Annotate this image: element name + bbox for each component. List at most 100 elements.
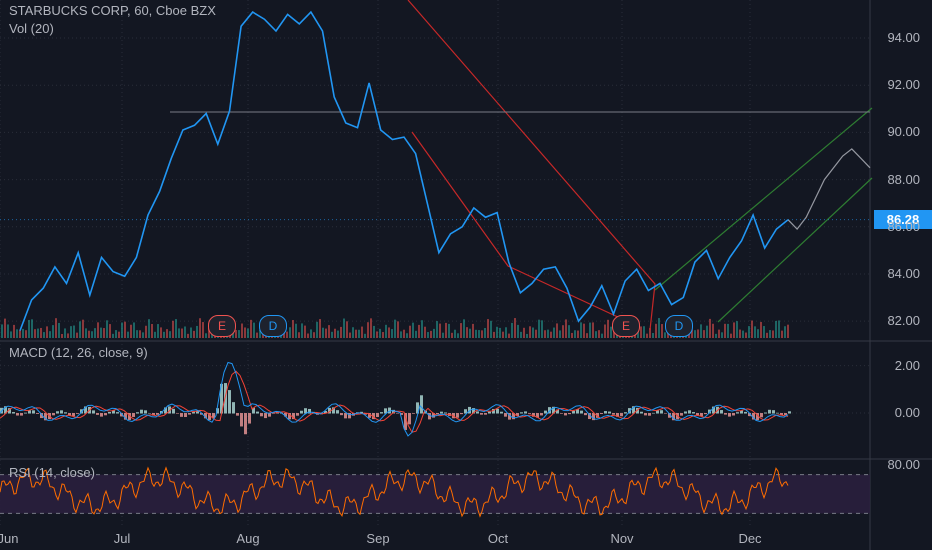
- volume-bar: [133, 322, 135, 338]
- macd-histogram-bar: [548, 407, 551, 414]
- volume-bar: [52, 325, 54, 338]
- volume-bar: [382, 332, 384, 338]
- earnings-event-marker[interactable]: E: [208, 315, 236, 337]
- volume-bar: [289, 327, 291, 338]
- macd-histogram-bar: [744, 411, 747, 414]
- macd-histogram-bar: [124, 413, 127, 420]
- volume-bar: [472, 323, 474, 338]
- macd-histogram-bar: [20, 413, 23, 416]
- macd-histogram-bar: [216, 408, 219, 414]
- macd-histogram-bar: [412, 413, 415, 414]
- volume-bar: [121, 322, 123, 338]
- volume-bar: [361, 326, 363, 338]
- volume-bar: [100, 327, 102, 338]
- macd-histogram-bar: [496, 408, 499, 414]
- volume-bar: [346, 321, 348, 338]
- volume-bar: [109, 324, 111, 338]
- volume-bar: [16, 329, 18, 338]
- volume-bar: [592, 322, 594, 338]
- macd-histogram-bar: [472, 408, 475, 414]
- macd-histogram-bar: [540, 413, 543, 416]
- macd-histogram-bar: [44, 413, 47, 421]
- volume-bar: [610, 326, 612, 338]
- macd-histogram-bar: [408, 413, 411, 425]
- volume-bar: [124, 321, 126, 338]
- x-tick-label: Jun: [0, 531, 19, 546]
- macd-histogram-bar: [624, 412, 627, 414]
- volume-bar: [769, 330, 771, 338]
- volume-bar: [322, 327, 324, 338]
- volume-bar: [439, 323, 441, 338]
- volume-bar: [772, 330, 774, 338]
- macd-histogram-bar: [760, 413, 763, 418]
- y-tick-label: 92.00: [887, 77, 920, 93]
- volume-bar: [349, 332, 351, 338]
- macd-histogram-bar: [244, 413, 247, 435]
- volume-bar: [127, 331, 129, 338]
- volume-bar: [181, 328, 183, 338]
- macd-histogram-bar: [620, 413, 623, 417]
- macd-histogram-bar: [180, 413, 183, 417]
- macd-histogram-bar: [304, 408, 307, 414]
- macd-histogram-bar: [788, 411, 791, 414]
- volume-bar: [136, 330, 138, 338]
- macd-histogram-bar: [112, 410, 115, 414]
- macd-histogram-bar: [772, 410, 775, 414]
- volume-bar: [703, 330, 705, 338]
- macd-histogram-bar: [464, 409, 467, 414]
- volume-bar: [445, 322, 447, 338]
- volume-bar: [154, 331, 156, 338]
- macd-histogram-bar: [120, 413, 123, 417]
- macd-histogram-bar: [752, 413, 755, 420]
- macd-histogram-bar: [72, 413, 75, 417]
- dividend-event-marker[interactable]: D: [259, 315, 287, 337]
- volume-bar: [664, 332, 666, 338]
- macd-histogram-bar: [220, 383, 223, 414]
- volume-bar: [571, 332, 573, 338]
- macd-histogram-bar: [784, 413, 787, 416]
- volume-bar: [715, 333, 717, 338]
- volume-bar: [49, 331, 51, 338]
- macd-histogram-bar: [756, 413, 759, 421]
- macd-histogram-bar: [4, 406, 7, 414]
- volume-bar: [400, 331, 402, 338]
- volume-bar: [415, 330, 417, 338]
- volume-bar: [745, 332, 747, 338]
- volume-bar: [253, 322, 255, 338]
- volume-bar: [397, 321, 399, 338]
- macd-histogram-bar: [60, 410, 63, 414]
- volume-bar: [430, 330, 432, 338]
- volume-bar: [298, 332, 300, 338]
- volume-bar: [736, 321, 738, 338]
- volume-bar: [487, 319, 489, 338]
- volume-bar: [514, 318, 516, 338]
- dividend-event-marker[interactable]: D: [665, 315, 693, 337]
- volume-bar: [343, 318, 345, 338]
- macd-histogram-bar: [520, 412, 523, 414]
- earnings-event-marker[interactable]: E: [612, 315, 640, 337]
- macd-histogram-bar: [580, 410, 583, 414]
- macd-histogram-bar: [232, 402, 235, 414]
- macd-histogram-bar: [260, 413, 263, 417]
- macd-line: [0, 361, 789, 437]
- macd-histogram-bar: [108, 412, 111, 414]
- macd-histogram-bar: [588, 413, 591, 420]
- volume-bar: [655, 323, 657, 338]
- projection-series-line: [787, 148, 871, 231]
- volume-bar: [739, 329, 741, 338]
- macd-histogram-bar: [140, 409, 143, 414]
- macd-histogram-bar: [136, 412, 139, 414]
- volume-bar: [379, 328, 381, 338]
- volume-bar: [484, 327, 486, 338]
- volume-bar: [319, 319, 321, 338]
- channel-line-lower: [717, 177, 873, 323]
- volume-bar: [331, 331, 333, 338]
- volume-bar: [4, 318, 6, 338]
- macd-histogram-bar: [508, 413, 511, 420]
- volume-bar: [61, 333, 63, 338]
- volume-bar: [541, 320, 543, 338]
- macd-histogram-bar: [632, 406, 635, 414]
- macd-histogram-bar: [8, 408, 11, 414]
- macd-histogram-bar: [444, 412, 447, 414]
